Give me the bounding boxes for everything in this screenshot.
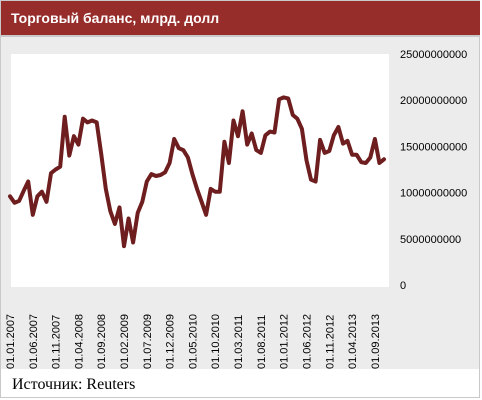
- x-tick-label: 01.09.2013: [370, 314, 382, 369]
- x-tick-label: 01.04.2008: [73, 314, 85, 369]
- x-tick-label: 01.11.2007: [51, 315, 63, 369]
- y-tick-label: 25000000000: [400, 49, 467, 61]
- series-line: [8, 95, 386, 249]
- x-tick-label: 01.04.2013: [347, 314, 359, 369]
- x-tick-label: 01.06.2007: [28, 314, 40, 369]
- x-tick-label: 01.03.2011: [233, 315, 245, 369]
- x-tick-label: 01.02.2009: [119, 314, 131, 369]
- chart-title: Торговый баланс, млрд. долл: [11, 10, 220, 26]
- x-tick-label: 01.06.2012: [301, 314, 313, 369]
- x-tick-label: 01.05.2010: [187, 314, 199, 369]
- y-tick-label: 15000000000: [400, 141, 467, 153]
- x-tick-label: 01.10.2010: [210, 314, 222, 369]
- y-tick-label: 20000000000: [400, 95, 467, 107]
- title-bar: Торговый баланс, млрд. долл: [1, 1, 480, 37]
- x-tick-label: 01.08.2011: [256, 315, 268, 369]
- y-tick-label: 5000000000: [400, 234, 461, 246]
- x-tick-label: 01.01.2012: [279, 314, 291, 369]
- plot-area: [11, 54, 389, 287]
- x-axis-ticks: 01.01.2007 01.06.2007 01.11.2007 01.04.2008…: [5, 314, 382, 369]
- y-tick-label: 0: [400, 280, 406, 292]
- y-tick-label: 10000000000: [400, 188, 467, 200]
- x-tick-label: 01.01.2007: [5, 314, 17, 369]
- x-tick-label: 01.12.2009: [165, 314, 177, 369]
- x-tick-label: 01.11.2012: [324, 315, 336, 369]
- series-lines: [8, 95, 386, 249]
- x-tick-label: 01.09.2008: [96, 314, 108, 369]
- source-note: Источник: Reuters: [12, 376, 136, 393]
- y-axis-ticks: 0 5000000000 10000000000 15000000000 2000000…: [400, 49, 467, 292]
- x-tick-label: 01.07.2009: [142, 314, 154, 369]
